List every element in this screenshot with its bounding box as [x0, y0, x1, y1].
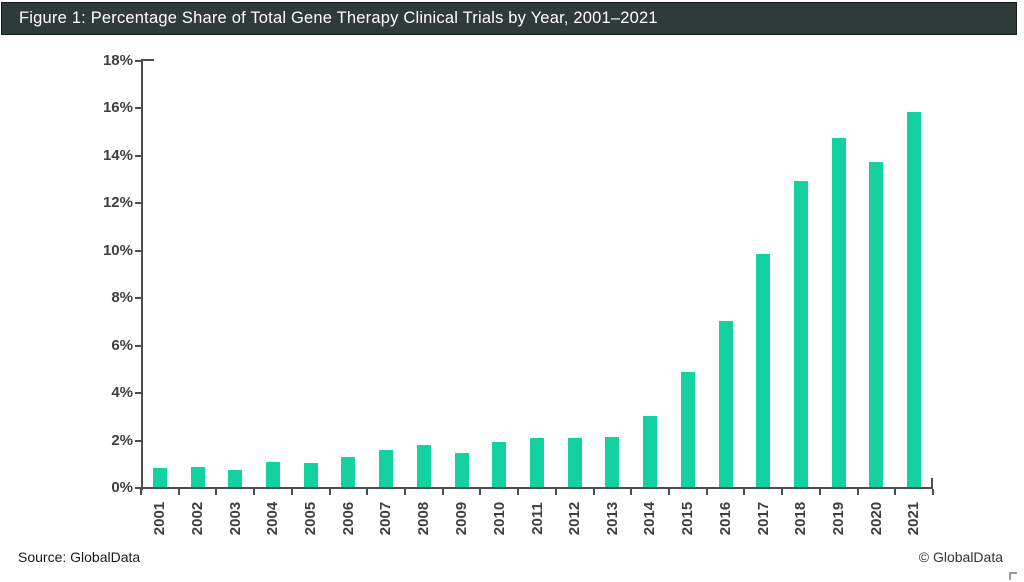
y-tick [135, 487, 141, 489]
y-tick [135, 344, 141, 347]
x-tick [554, 489, 557, 495]
bar-2015 [680, 371, 695, 487]
x-tick [328, 489, 331, 495]
y-tick [135, 297, 141, 299]
y-tick [135, 202, 141, 204]
year-label: 2005 [302, 501, 320, 535]
x-tick [592, 489, 595, 495]
source-note: Source: GlobalData [18, 549, 141, 565]
y-axis-tick-label: 4% [111, 384, 133, 401]
x-tick [856, 489, 859, 495]
y-axis-tick-label: 18% [102, 51, 133, 69]
x-tick [668, 489, 670, 495]
y-tick [135, 59, 141, 62]
bar-2020 [869, 161, 884, 487]
corner-artifact [1009, 572, 1017, 580]
bar-2004 [266, 462, 280, 487]
year-label: 2015 [679, 501, 697, 535]
year-label: 2021 [905, 501, 923, 535]
bar-2007 [379, 450, 394, 487]
year-label: 2001 [151, 501, 169, 535]
y-axis-tick-label: 0% [111, 479, 133, 496]
y-tick [135, 439, 141, 442]
bar-2021 [907, 111, 922, 487]
figure-title-bar: Figure 1: Percentage Share of Total Gene… [1, 2, 1017, 35]
y-axis-tick-label: 16% [102, 99, 133, 116]
y-axis-tick-label: 8% [111, 289, 133, 306]
bar-2019 [831, 137, 846, 487]
year-label: 2012 [566, 501, 584, 535]
year-label: 2006 [339, 501, 357, 535]
year-label: 2018 [792, 501, 810, 535]
x-axis-end-tick [931, 478, 933, 488]
y-axis [141, 58, 143, 490]
bar-2006 [341, 457, 356, 487]
x-tick [705, 489, 708, 495]
year-label: 2014 [641, 501, 659, 535]
bar-2001 [152, 468, 167, 487]
x-tick [818, 489, 821, 495]
year-label: 2009 [453, 501, 471, 535]
y-axis-tick-label: 14% [102, 146, 133, 164]
bar-2017 [756, 254, 771, 487]
y-tick [135, 107, 141, 109]
y-tick [135, 392, 141, 394]
year-label: 2004 [264, 501, 282, 535]
x-tick [215, 489, 218, 495]
bar-2009 [454, 452, 469, 487]
y-axis-tick-label: 12% [102, 194, 133, 211]
year-label: 2013 [603, 501, 621, 535]
year-label: 2008 [415, 501, 433, 535]
y-tick [135, 154, 141, 157]
x-tick [366, 489, 369, 495]
bar-2012 [567, 438, 582, 487]
y-axis-tick-label: 10% [102, 241, 133, 259]
x-axis [141, 487, 933, 489]
year-label: 2007 [377, 501, 395, 535]
bar-2013 [605, 437, 620, 487]
figure-title: Figure 1: Percentage Share of Total Gene… [19, 9, 658, 27]
x-tick [479, 489, 482, 495]
y-tick [135, 249, 141, 252]
x-tick [404, 489, 406, 495]
x-tick [894, 489, 897, 495]
bar-2018 [794, 180, 808, 487]
copyright-note: © GlobalData [918, 549, 1003, 565]
x-tick [290, 489, 293, 495]
year-label: 2002 [189, 501, 207, 535]
bar-2008 [416, 445, 431, 487]
year-label: 2017 [754, 501, 772, 535]
x-tick [932, 489, 934, 495]
x-tick [630, 489, 633, 495]
bar-2005 [303, 463, 318, 487]
x-tick [517, 489, 520, 495]
x-tick [441, 489, 444, 495]
x-tick [253, 489, 256, 495]
y-axis-tick-label: 2% [111, 431, 133, 449]
x-tick [140, 489, 142, 495]
year-label: 2011 [528, 501, 546, 535]
bar-2016 [718, 320, 733, 487]
x-tick [781, 489, 784, 495]
year-label: 2020 [867, 501, 885, 535]
x-axis-tick-label: 2021 [891, 494, 937, 542]
y-axis-top-hook [141, 58, 154, 61]
bar-2010 [492, 441, 507, 487]
year-label: 2019 [830, 501, 848, 535]
year-label: 2010 [490, 501, 508, 535]
bar-2003 [228, 470, 243, 487]
x-tick [743, 489, 746, 495]
year-label: 2016 [717, 501, 735, 535]
bar-2002 [190, 466, 205, 487]
bar-2011 [530, 438, 544, 487]
x-tick [177, 489, 180, 495]
bar-2014 [643, 415, 658, 487]
year-label: 2003 [226, 501, 244, 535]
y-axis-tick-label: 6% [111, 336, 133, 354]
